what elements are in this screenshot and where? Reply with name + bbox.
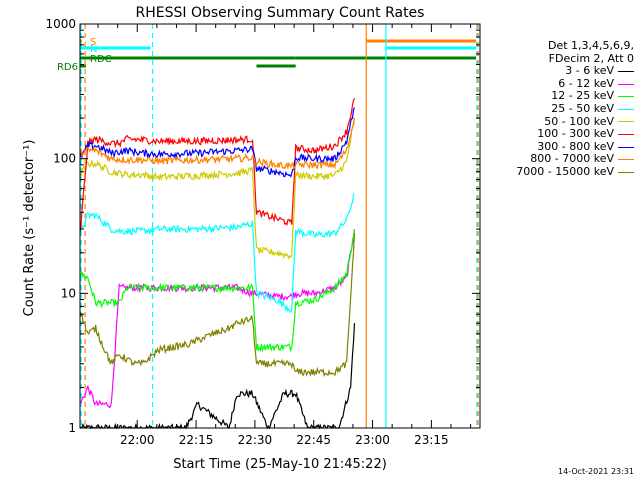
legend-entry: 800 - 7000 keV <box>464 153 634 166</box>
tick-labels: 1 10 100 1000 22:00 22:15 22:30 22:45 23:00 23:15 <box>45 17 448 447</box>
series-line-7 <box>79 118 356 170</box>
y-axis-label: Count Rate (s⁻¹ detector⁻¹) <box>22 140 37 317</box>
legend-swatch <box>618 83 634 85</box>
legend-entry: 100 - 300 keV <box>464 128 634 141</box>
x-tick-label: 22:15 <box>179 433 214 447</box>
legend-entry: 3 - 6 keV <box>464 65 634 78</box>
legend-entry: 300 - 800 keV <box>464 139 634 154</box>
flag-bar-label: S <box>90 37 96 48</box>
series-line-2 <box>79 229 356 353</box>
legend-entries: 3 - 6 keV 6 - 12 keV 12 - 25 keV 25 - 50 ke… <box>464 65 634 178</box>
legend-entry-label: 6 - 12 keV <box>558 76 614 90</box>
legend-entry: 6 - 12 keV <box>464 76 634 91</box>
series-line-8 <box>79 233 356 378</box>
y-tick-label: 100 <box>53 152 76 166</box>
flag-bar-label: N <box>90 44 97 55</box>
series-line-5 <box>79 98 356 234</box>
legend-swatch <box>618 159 634 161</box>
legend-swatch <box>618 96 634 98</box>
legend-entry-label: 300 - 800 keV <box>537 139 614 153</box>
x-tick-label: 23:15 <box>414 433 449 447</box>
series-lines <box>79 98 356 430</box>
x-tick-label: 22:30 <box>238 433 273 447</box>
series-line-0 <box>79 323 356 430</box>
legend-entry-label: 3 - 6 keV <box>565 64 614 78</box>
legend-entry: 25 - 50 keV <box>464 101 634 116</box>
legend-entry: 50 - 100 keV <box>464 114 634 129</box>
legend-entry: 12 - 25 keV <box>464 90 634 103</box>
x-tick-label: 22:45 <box>296 433 331 447</box>
legend-entry-label: 12 - 25 keV <box>551 89 614 103</box>
legend-swatch <box>618 70 634 72</box>
flag-bar-label: RD6 <box>57 62 78 73</box>
legend-header-line-1: Det 1,3,4,5,6,9, <box>547 39 634 52</box>
legend-header-line-2: FDecim 2, Att 0 <box>548 51 634 65</box>
vertical-markers <box>80 24 479 428</box>
legend-swatch <box>618 146 634 148</box>
legend-entry: 7000 - 15000 keV <box>464 164 634 179</box>
legend-entry-label: 100 - 300 keV <box>537 127 614 141</box>
legend-swatch <box>618 121 634 123</box>
chart-title: RHESSI Observing Summary Count Rates <box>136 5 425 21</box>
timestamp: 14-Oct-2021 23:31 <box>558 467 634 476</box>
y-tick-label: 10 <box>61 286 76 300</box>
y-tick-label: 1000 <box>45 17 76 31</box>
axes <box>79 23 481 429</box>
series-line-4 <box>79 117 356 260</box>
flag-bar-label: RDC <box>90 54 112 65</box>
plot-frame <box>79 23 481 429</box>
y-tick-label: 1 <box>68 421 76 435</box>
x-tick-label: 23:00 <box>355 433 390 447</box>
legend-entry-label: 7000 - 15000 keV <box>516 164 614 178</box>
legend-swatch <box>618 108 634 110</box>
x-tick-label: 22:00 <box>120 433 155 447</box>
legend-entry-label: 800 - 7000 keV <box>530 152 614 166</box>
legend: Det 1,3,4,5,6,9, FDecim 2, Att 0 3 - 6 k… <box>464 39 634 179</box>
series-line-1 <box>79 229 356 409</box>
x-axis-label: Start Time (25-May-10 21:45:22) <box>173 457 387 472</box>
series-line-6 <box>79 107 356 178</box>
legend-swatch <box>618 133 634 135</box>
legend-entry-label: 25 - 50 keV <box>551 101 614 115</box>
series-line-3 <box>79 193 355 313</box>
legend-swatch <box>618 171 634 173</box>
legend-entry-label: 50 - 100 keV <box>544 114 614 128</box>
